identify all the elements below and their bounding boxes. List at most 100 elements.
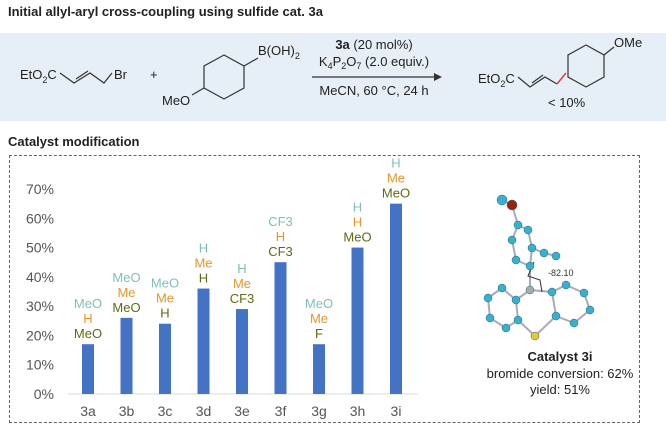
y-tick-label: 70% (26, 181, 54, 197)
methoxy-label: MeO (162, 93, 190, 108)
substituent-label: F (315, 326, 323, 341)
substituent-label: MeO (305, 296, 333, 311)
substituent-label: MeO (343, 230, 371, 245)
plus-sign: + (150, 67, 158, 82)
bar-3c (159, 323, 171, 394)
carbon-atom (579, 288, 589, 298)
conditions-catalyst: 3a (20 mol%) (335, 37, 412, 52)
carbon-atom (525, 285, 535, 295)
bromide-label: Br (114, 67, 128, 82)
bond (603, 46, 615, 56)
substituent-label: H (160, 306, 169, 321)
bond (191, 87, 205, 96)
scheme-svg: EtO2C Br + B(OH)2 MeO 3a (20 mol%) K4P2O… (20, 35, 642, 110)
reactant1-ester: EtO2C (20, 67, 57, 85)
carbon-atom (527, 243, 537, 253)
carbon-atom (551, 311, 561, 321)
substituent-label: MeO (112, 300, 140, 315)
oxygen-atom (506, 199, 518, 211)
y-tick-label: 30% (26, 298, 54, 314)
carbon-atom (513, 220, 523, 230)
arrow-head (434, 73, 442, 81)
substituent-label: CF3 (268, 214, 293, 229)
substituent-label: CF3 (268, 244, 293, 259)
carbon-atom (547, 287, 557, 297)
x-tick-label: 3e (234, 403, 250, 419)
carbon-atom (511, 295, 521, 305)
bar-3b (120, 317, 133, 394)
catalyst-yield: yield: 51% (530, 382, 590, 397)
y-tick-label: 10% (26, 357, 54, 373)
bar-3f (274, 262, 287, 394)
catalyst-panel (9, 155, 640, 423)
catalyst-conversion: bromide conversion: 62% (486, 366, 634, 381)
bar-3i (390, 203, 402, 394)
x-tick-label: 3g (311, 403, 327, 419)
substituent-label: H (391, 156, 400, 171)
carbon-atom (561, 280, 571, 290)
yield-chart: 0%10%20%30%40%50%60%70%3aMeOHMeO3bMeOMeM… (26, 156, 418, 419)
y-tick-label: 40% (26, 269, 54, 285)
product-ester: EtO2C (478, 71, 515, 89)
y-tick-label: 60% (26, 210, 54, 226)
x-tick-label: 3h (350, 403, 366, 419)
carbon-atom (511, 255, 521, 265)
header-title: Initial allyl-aryl cross-coupling using … (8, 4, 323, 19)
product-yield: < 10% (548, 95, 586, 110)
substituent-label: MeO (74, 296, 102, 311)
y-tick-label: 50% (26, 240, 54, 256)
product-ome-label: OMe (614, 35, 642, 50)
bar-3g (313, 344, 325, 394)
section-title: Catalyst modification (8, 134, 140, 149)
conditions-solvent: MeCN, 60 °C, 24 h (319, 83, 428, 98)
carbon-atom (507, 235, 517, 245)
substituent-label: Me (156, 291, 174, 306)
bond (243, 57, 259, 67)
substituent-label: Me (310, 311, 328, 326)
carbon-atom (585, 305, 595, 315)
product-chain (517, 76, 558, 88)
carbon-atom (497, 283, 507, 293)
substituent-label: H (199, 271, 208, 286)
x-tick-label: 3f (275, 403, 287, 419)
aryl-ring (203, 54, 245, 100)
product-ring (567, 44, 605, 88)
catalyst-3d-structure: -82.10 (483, 194, 595, 341)
substituent-label: MeO (112, 270, 140, 285)
y-tick-label: 20% (26, 327, 54, 343)
carbon-atom (501, 323, 511, 333)
new-bond (556, 72, 567, 85)
sulfur-atom (530, 331, 540, 341)
x-tick-label: 3a (80, 403, 96, 419)
double-bond (531, 74, 544, 84)
bar-3d (197, 288, 210, 394)
bond (534, 315, 557, 337)
conditions-base: K4P2O7 (2.0 equiv.) (319, 54, 429, 71)
carbon-atom (523, 225, 533, 235)
catalyst-name: Catalyst 3i (527, 349, 593, 364)
reaction-scheme: EtO2C Br + B(OH)2 MeO 3a (20 mol%) K4P2O… (0, 33, 666, 121)
substituent-label: Me (387, 171, 405, 186)
substituent-label: Me (233, 276, 251, 291)
x-tick-label: 3c (158, 403, 173, 419)
double-bond (75, 70, 89, 80)
carbon-atom (569, 318, 579, 328)
substituent-label: H (276, 229, 285, 244)
carbon-atom (539, 248, 549, 258)
substituent-label: H (237, 261, 246, 276)
substituent-label: H (353, 200, 362, 215)
bar-3h (351, 247, 364, 394)
substituent-label: H (83, 311, 92, 326)
y-tick-label: 0% (34, 386, 54, 402)
dihedral-label: -82.10 (548, 268, 574, 278)
carbon-atom (513, 315, 523, 325)
substituent-label: Me (194, 256, 212, 271)
substituent-label: H (199, 241, 208, 256)
substituent-label: MeO (74, 326, 102, 341)
substituent-label: MeO (151, 276, 179, 291)
x-tick-label: 3d (196, 403, 212, 419)
boronic-acid-label: B(OH)2 (258, 43, 300, 61)
substituent-label: MeO (382, 186, 410, 201)
allyl-chain (59, 72, 113, 84)
